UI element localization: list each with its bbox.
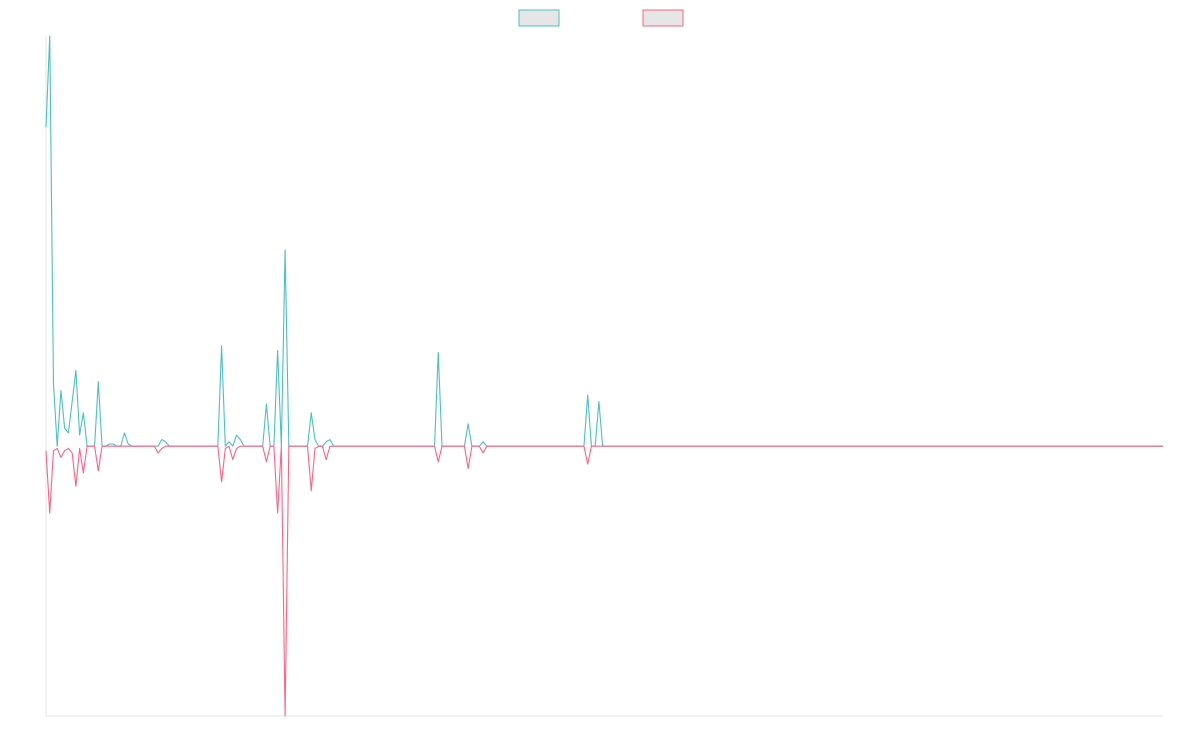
- series-line-0: [45, 35, 1163, 447]
- series-line-1: [45, 445, 1163, 717]
- chart-axes: [45, 36, 1163, 717]
- legend-swatch-series-1[interactable]: [642, 9, 684, 27]
- chart-legend: [518, 9, 684, 27]
- chart-plot-area: [45, 35, 1163, 717]
- legend-swatch-series-0[interactable]: [518, 9, 560, 27]
